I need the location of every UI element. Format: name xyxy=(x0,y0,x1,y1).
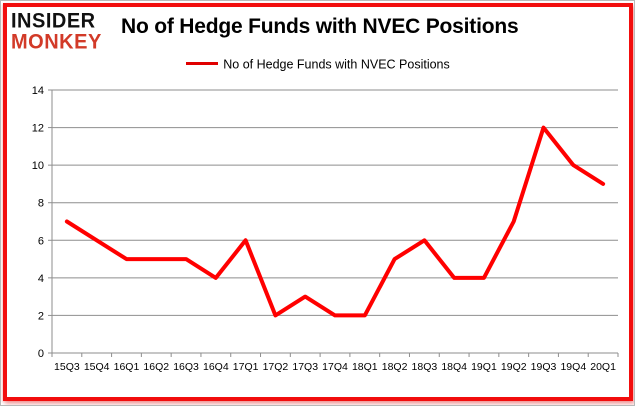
logo-monkey-text: MONKEY xyxy=(11,29,102,54)
logo-insider-text: INSIDER xyxy=(11,8,96,33)
x-tick-label: 16Q4 xyxy=(203,361,229,373)
x-tick-label: 15Q4 xyxy=(84,361,110,373)
x-tick-label: 17Q3 xyxy=(292,361,318,373)
y-tick-label: 6 xyxy=(38,235,44,247)
y-tick-label: 8 xyxy=(38,198,44,210)
x-tick-label: 18Q4 xyxy=(441,361,467,373)
y-tick-label: 12 xyxy=(32,123,44,135)
series-line-0 xyxy=(64,125,606,318)
y-tick-label: 0 xyxy=(38,348,44,360)
x-tick-label: 19Q4 xyxy=(560,361,586,373)
x-tick-label: 17Q2 xyxy=(263,361,289,373)
y-tick-label: 4 xyxy=(38,273,44,285)
x-tick-label: 16Q2 xyxy=(143,361,169,373)
chart-header: INSIDER MONKEY No of Hedge Funds with NV… xyxy=(7,7,629,55)
x-tick-label: 20Q1 xyxy=(590,361,616,373)
x-tick-label: 15Q3 xyxy=(54,361,80,373)
chart-title: No of Hedge Funds with NVEC Positions xyxy=(121,15,519,38)
chart-legend: No of Hedge Funds with NVEC Positions xyxy=(7,57,629,72)
x-tick-label: 19Q1 xyxy=(471,361,497,373)
line-chart-canvas: 0 2 4 6 8 10 12 14 15Q3 15Q4 16Q1 16Q2 16Q3 16Q4 17Q1 1… xyxy=(32,85,619,373)
y-tick-label: 14 xyxy=(32,85,44,97)
x-tick-label: 18Q1 xyxy=(352,361,378,373)
chart-card: INSIDER MONKEY No of Hedge Funds with NV… xyxy=(3,3,633,401)
x-tick-label: 18Q2 xyxy=(382,361,408,373)
insider-monkey-logo: INSIDER MONKEY xyxy=(11,8,102,54)
legend-label: No of Hedge Funds with NVEC Positions xyxy=(223,57,450,72)
x-tick-label: 19Q2 xyxy=(501,361,527,373)
y-tick-label: 10 xyxy=(32,160,44,172)
y-tick-label: 2 xyxy=(38,310,44,322)
legend-line-swatch xyxy=(186,62,219,66)
x-tick-label: 16Q3 xyxy=(173,361,199,373)
x-tick-label: 17Q4 xyxy=(322,361,348,373)
x-tick-label: 17Q1 xyxy=(233,361,259,373)
x-tick-label: 18Q3 xyxy=(412,361,438,373)
x-tick-label: 16Q1 xyxy=(114,361,140,373)
x-tick-label: 19Q3 xyxy=(531,361,557,373)
